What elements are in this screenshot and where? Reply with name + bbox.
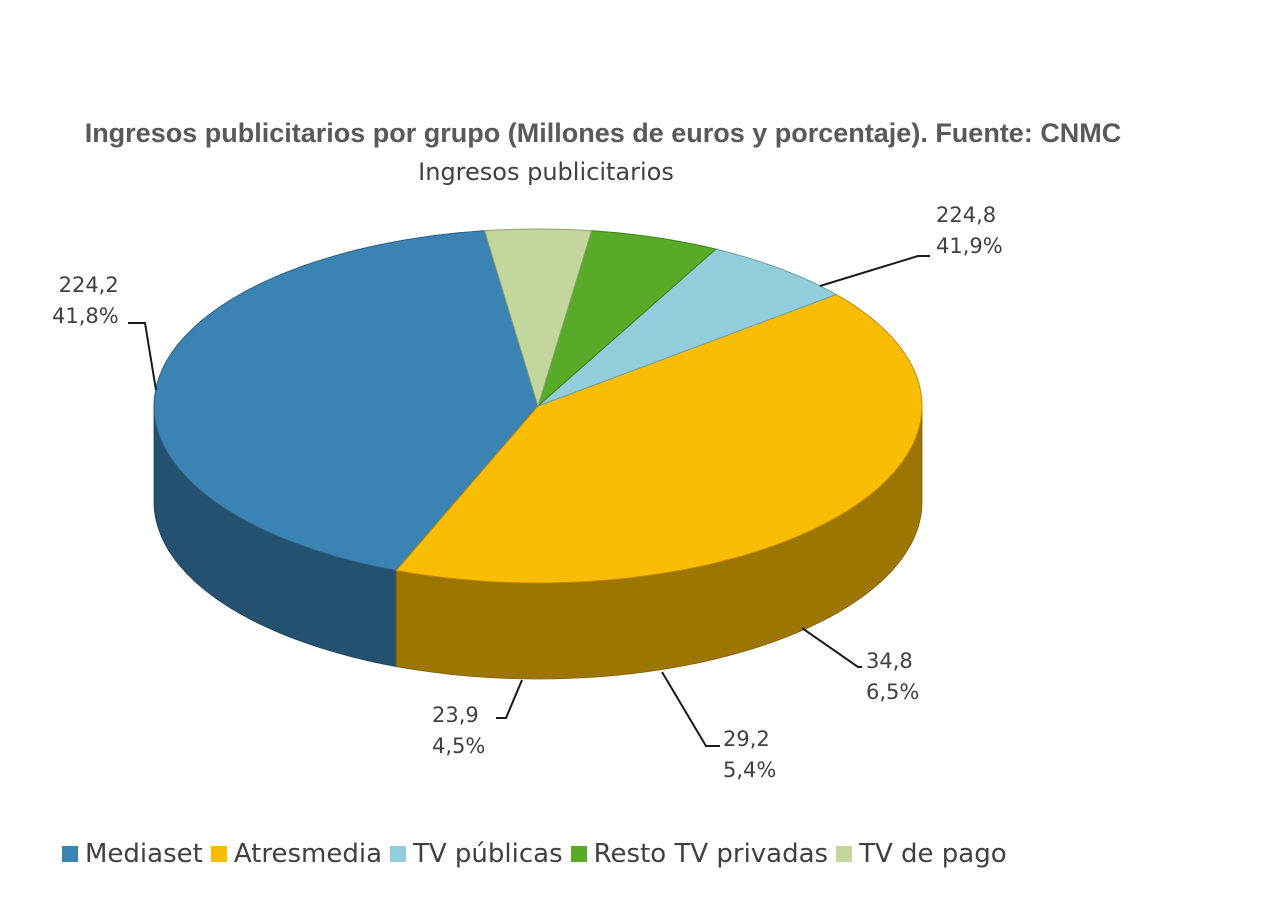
- leader-line-tv-publicas: [801, 627, 862, 668]
- data-label-tv-de-pago-value: 23,9: [432, 703, 479, 727]
- leader-line-mediaset: [128, 322, 157, 391]
- data-label-mediaset-percent: 41,8%: [52, 304, 119, 328]
- legend-item-mediaset: Mediaset: [62, 839, 203, 869]
- leader-line-resto-tv-privadas: [661, 671, 720, 747]
- chart-title: Ingresos publicitarios: [418, 158, 674, 186]
- legend-label-mediaset: Mediaset: [85, 839, 203, 869]
- legend-swatch-tv-de-pago: [836, 846, 853, 862]
- data-label-atresmedia: 224,8 41,9%: [936, 200, 1003, 262]
- data-label-tv-de-pago-percent: 4,5%: [432, 734, 486, 758]
- data-label-resto-tv-privadas-percent: 5,4%: [723, 758, 777, 782]
- legend-label-tv-publicas: TV públicas: [413, 839, 563, 869]
- legend-swatch-mediaset: [62, 846, 78, 862]
- pie-slice-resto-tv-privadas: [537, 230, 717, 408]
- pie-slice-tv-de-pago: [483, 228, 593, 408]
- leader-line-tv-de-pago: [496, 679, 523, 719]
- pie-slice-tv-publicas: [537, 248, 838, 407]
- legend-item-atresmedia: Atresmedia: [210, 839, 382, 869]
- legend-item-tv-publicas: TV públicas: [390, 839, 563, 869]
- chart-legend: Mediaset Atresmedia TV públicas Resto TV…: [62, 836, 1015, 872]
- data-label-mediaset: 224,2 41,8%: [52, 270, 119, 332]
- data-label-tv-publicas: 34,8 6,5%: [866, 646, 919, 708]
- pie-slice-atresmedia: [395, 293, 923, 584]
- data-label-atresmedia-percent: 41,9%: [936, 234, 1003, 258]
- pie-3d-tops: [153, 228, 923, 584]
- legend-item-resto-tv-privadas: Resto TV privadas: [570, 839, 829, 869]
- pie-slice-mediaset: [153, 230, 539, 572]
- legend-label-tv-de-pago: TV de pago: [859, 839, 1007, 869]
- legend-swatch-atresmedia: [210, 846, 227, 862]
- data-label-atresmedia-value: 224,8: [936, 203, 997, 227]
- leader-line-atresmedia: [819, 255, 930, 287]
- data-label-tv-de-pago: 23,9 4,5%: [432, 700, 485, 762]
- legend-label-atresmedia: Atresmedia: [233, 839, 382, 869]
- data-label-resto-tv-privadas: 29,2 5,4%: [723, 724, 776, 786]
- legend-label-resto-tv-privadas: Resto TV privadas: [593, 839, 829, 869]
- data-label-tv-publicas-value: 34,8: [866, 649, 913, 673]
- legend-item-tv-de-pago: TV de pago: [836, 839, 1007, 869]
- data-label-mediaset-value: 224,2: [58, 273, 119, 297]
- legend-swatch-resto-tv-privadas: [570, 846, 587, 862]
- label-leader-lines: [128, 255, 930, 747]
- data-label-resto-tv-privadas-value: 29,2: [723, 727, 770, 751]
- data-label-tv-publicas-percent: 6,5%: [866, 680, 920, 704]
- page-title: Ingresos publicitarios por grupo (Millon…: [84, 118, 1122, 148]
- legend-swatch-tv-publicas: [390, 846, 406, 862]
